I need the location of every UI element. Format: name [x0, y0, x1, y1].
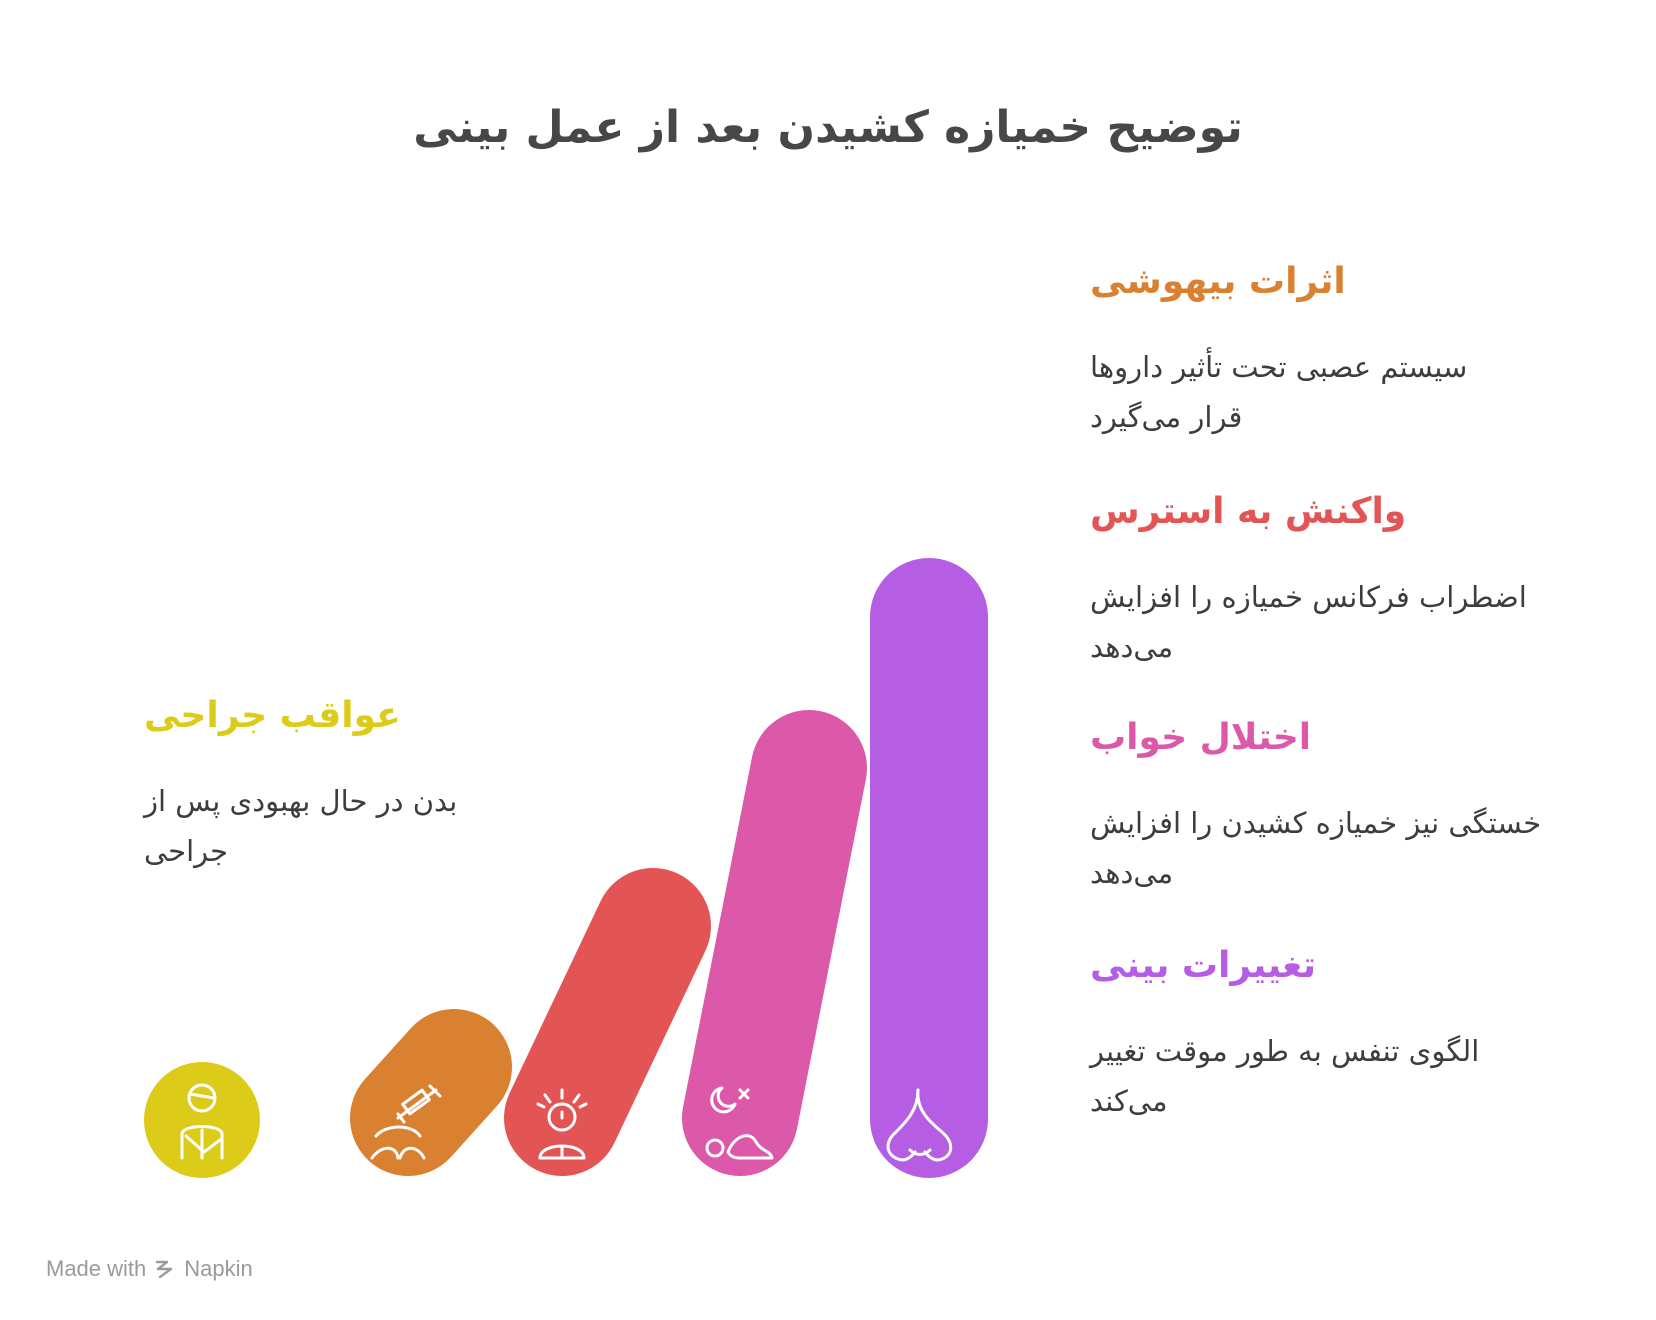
bar-stress [562, 926, 653, 1118]
bar-surgery [144, 1062, 260, 1178]
bar-sleep [740, 768, 809, 1118]
footer-made-with: Made with [46, 1256, 146, 1282]
napkin-logo-icon [154, 1258, 176, 1280]
footer-brand-name: Napkin [184, 1256, 252, 1282]
footer-brand: Made with Napkin [46, 1256, 253, 1282]
bar-nasal [870, 558, 988, 1178]
